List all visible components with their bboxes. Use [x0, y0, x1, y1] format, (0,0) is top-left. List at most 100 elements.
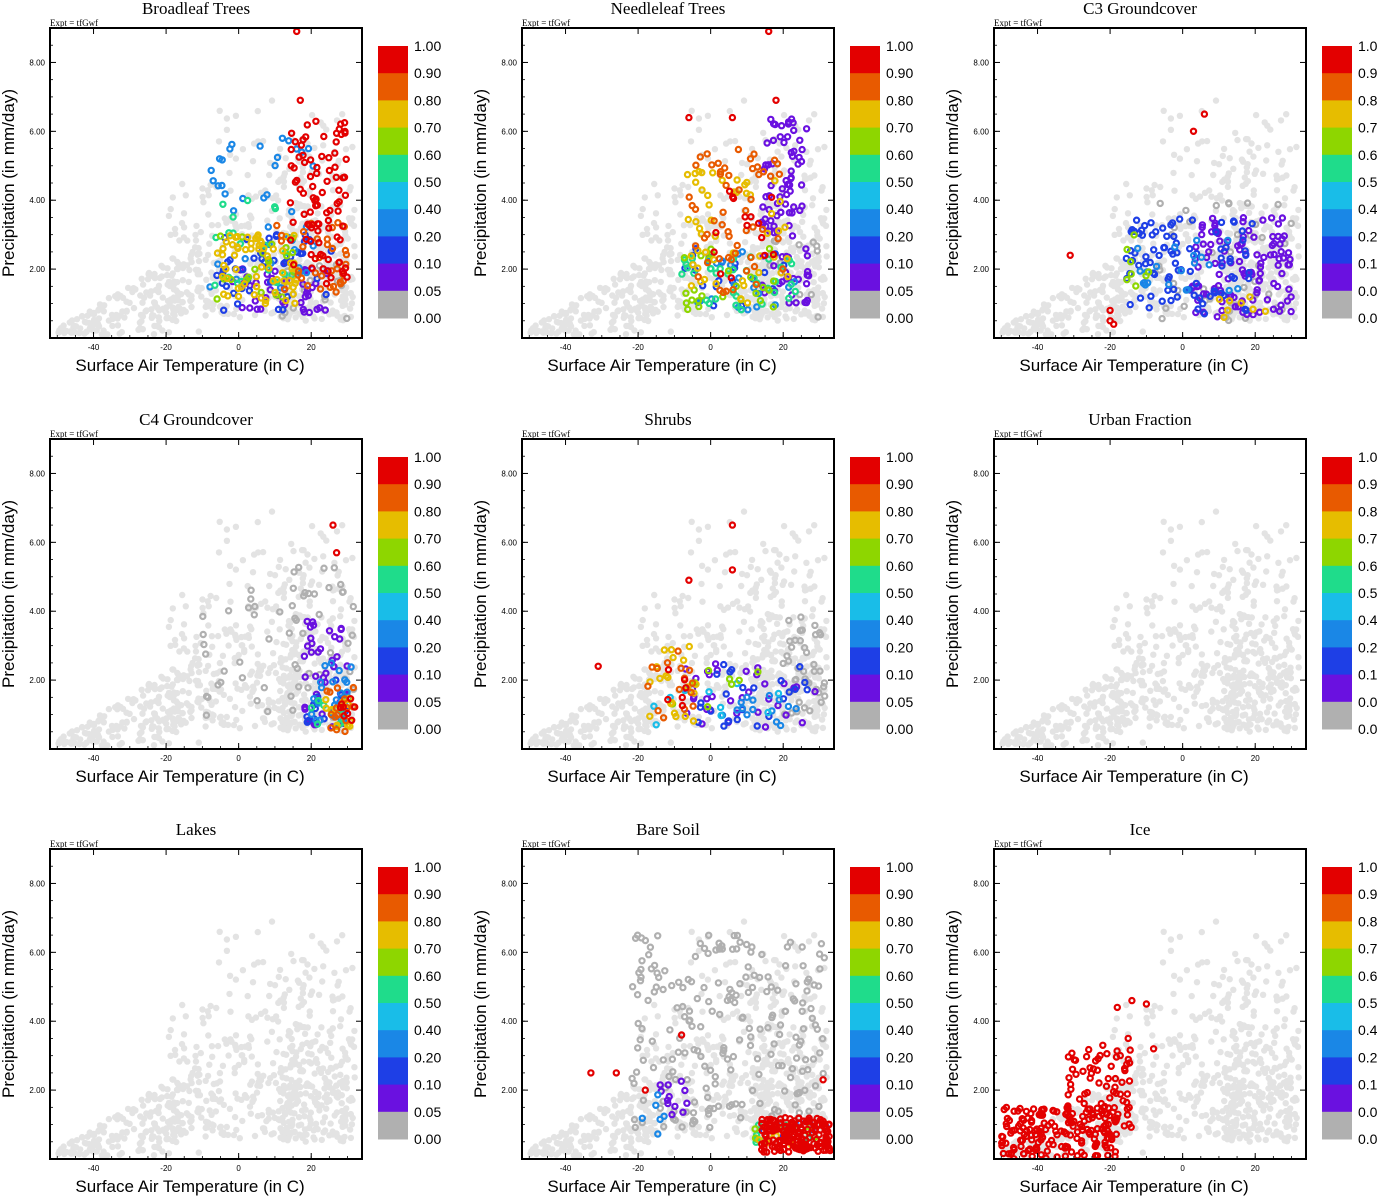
background-point	[200, 199, 207, 206]
background-point	[95, 734, 103, 741]
data-point	[341, 129, 349, 137]
background-point	[640, 707, 647, 714]
data-point	[273, 153, 282, 162]
background-point	[185, 689, 192, 697]
background-point	[1201, 189, 1209, 196]
background-point	[618, 703, 626, 710]
plot-area	[527, 508, 830, 749]
background-point	[232, 566, 240, 573]
background-point	[138, 686, 145, 693]
data-point	[247, 595, 255, 603]
data-point	[288, 248, 297, 257]
background-point	[1232, 129, 1239, 137]
data-point	[703, 230, 711, 239]
data-point	[313, 305, 321, 313]
data-point	[698, 186, 706, 194]
data-point	[318, 152, 326, 161]
background-point	[329, 187, 337, 194]
background-point	[288, 540, 295, 548]
data-point	[327, 274, 335, 282]
background-point	[602, 696, 609, 703]
background-point	[654, 192, 661, 199]
background-point	[148, 725, 155, 732]
x-tick-label: 0	[1180, 343, 1185, 352]
background-point	[737, 669, 744, 677]
background-point	[95, 305, 103, 313]
background-point	[280, 594, 288, 602]
data-point	[1226, 248, 1235, 256]
background-point	[1210, 171, 1217, 179]
data-point	[269, 245, 277, 253]
background-point	[164, 676, 171, 683]
data-point	[776, 197, 784, 206]
background-point	[351, 253, 358, 260]
background-point	[1113, 304, 1120, 311]
background-point	[1020, 329, 1027, 337]
background-point	[1117, 317, 1124, 325]
background-point	[635, 304, 642, 311]
data-point	[710, 256, 718, 264]
background-point	[648, 648, 655, 655]
data-point	[335, 198, 343, 206]
data-point	[246, 304, 254, 312]
data-point	[333, 711, 341, 719]
background-point	[344, 235, 351, 242]
background-point	[169, 715, 176, 722]
background-point	[616, 276, 624, 283]
background-point	[291, 718, 298, 726]
colorbar-label: 0.80	[414, 503, 441, 519]
data-point	[263, 252, 271, 260]
data-point	[296, 96, 304, 105]
background-point	[275, 563, 282, 571]
x-axis-label: Surface Air Temperature (in C)	[547, 356, 776, 375]
background-point	[317, 530, 324, 537]
background-point	[227, 598, 234, 605]
background-point	[1212, 97, 1220, 104]
background-point	[809, 195, 817, 202]
data-point	[769, 250, 778, 259]
background-point	[1219, 152, 1227, 160]
data-point	[294, 271, 302, 279]
background-point	[283, 714, 290, 722]
background-point	[645, 287, 652, 294]
background-point	[163, 309, 170, 316]
background-point	[1084, 294, 1092, 301]
background-point	[637, 623, 645, 631]
background-point	[192, 642, 199, 650]
data-point	[1138, 231, 1147, 239]
data-point	[244, 604, 253, 612]
colorbar-box	[378, 263, 408, 292]
data-point	[218, 181, 226, 190]
background-point	[636, 676, 643, 683]
colorbar-label: 0.50	[414, 174, 441, 190]
background-point	[1295, 206, 1302, 214]
data-point	[302, 133, 310, 141]
background-point	[720, 195, 728, 202]
background-point	[163, 682, 171, 690]
data-point	[787, 260, 796, 268]
data-point	[341, 727, 349, 736]
background-point	[639, 205, 646, 213]
background-point	[241, 681, 249, 689]
background-point	[1132, 303, 1139, 311]
data-point	[253, 282, 261, 291]
background-point	[690, 309, 697, 316]
background-point	[101, 742, 108, 749]
background-point	[774, 317, 781, 324]
background-point	[273, 638, 280, 646]
background-point	[651, 180, 658, 188]
data-point	[738, 248, 747, 256]
background-point	[1241, 174, 1249, 181]
colorbar-box	[1322, 182, 1352, 210]
background-point	[1114, 281, 1122, 288]
background-point	[346, 305, 354, 312]
background-point	[759, 699, 767, 706]
y-tick-label: 8.00	[501, 58, 517, 67]
data-point	[333, 265, 341, 273]
data-point	[1224, 236, 1232, 244]
x-axis-label: Surface Air Temperature (in C)	[75, 356, 304, 375]
background-point	[298, 546, 306, 554]
data-point	[313, 163, 321, 172]
background-point	[1148, 187, 1156, 194]
